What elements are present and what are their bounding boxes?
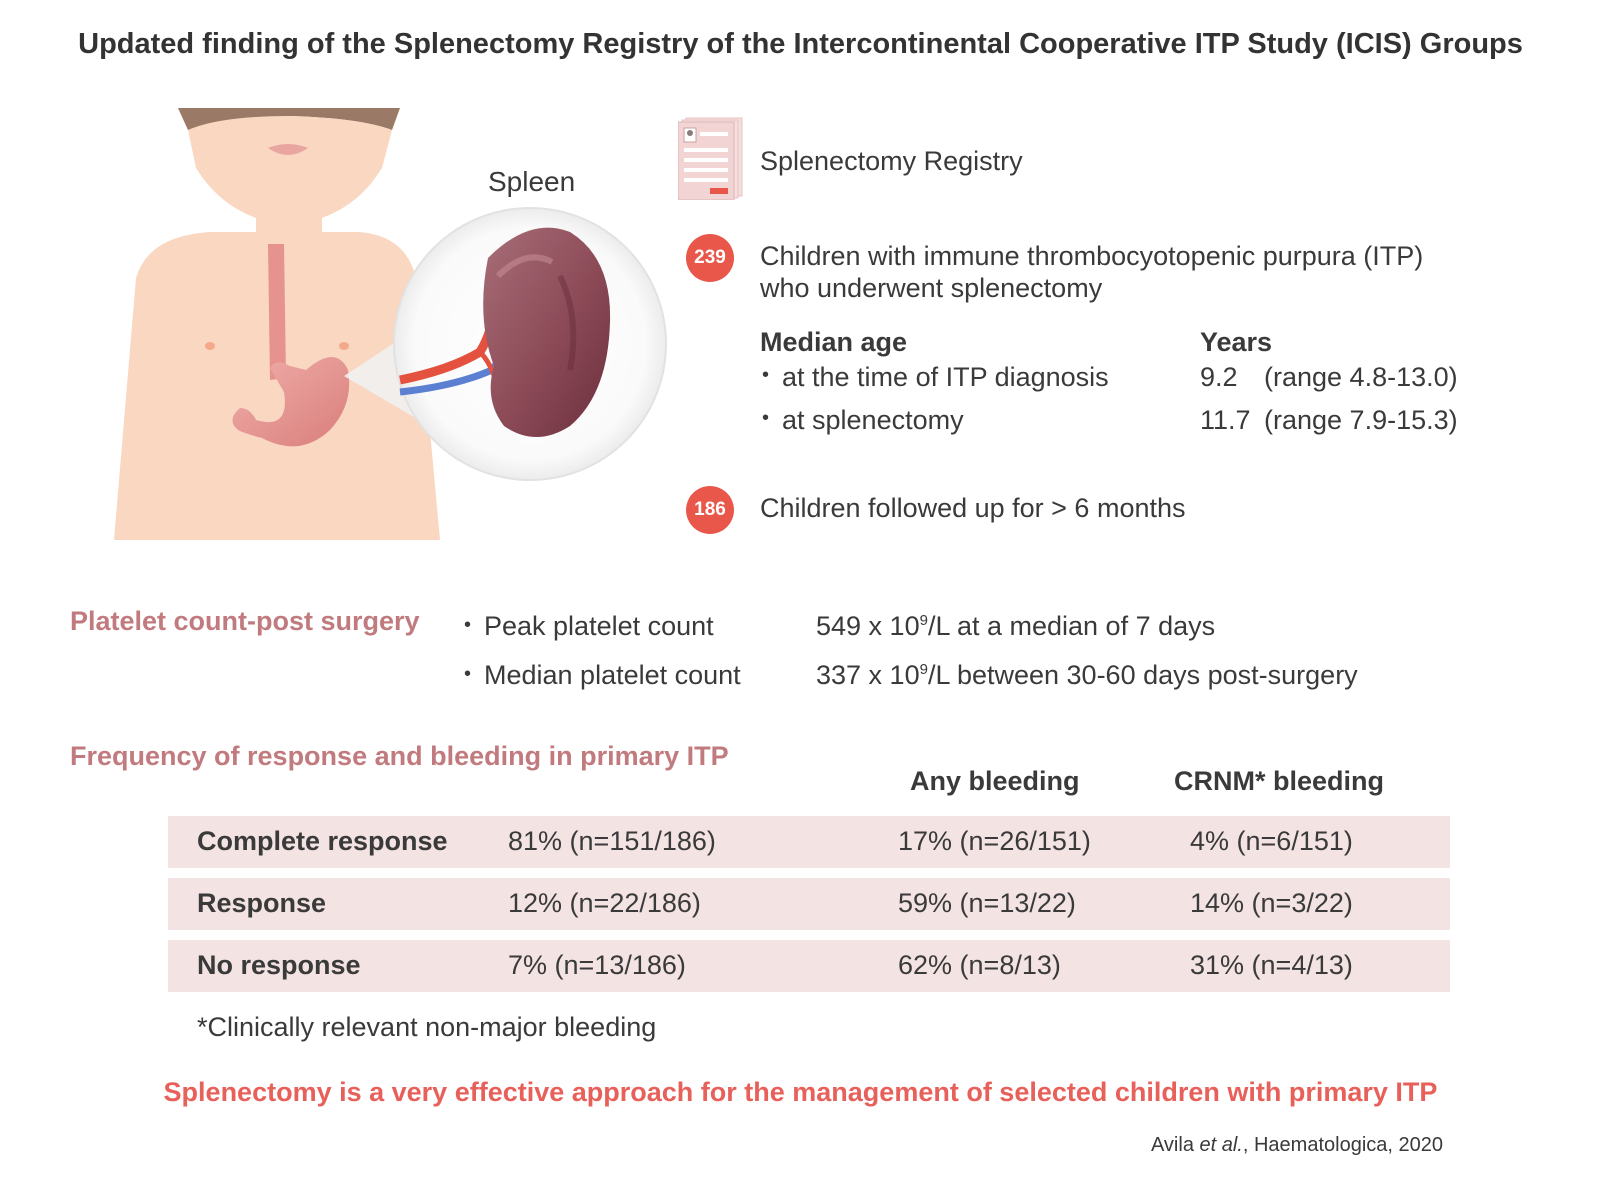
row-any-bleeding: 17% (n=26/151) bbox=[898, 826, 1091, 856]
age-row-value: 9.2 bbox=[1200, 362, 1238, 392]
row-label: Response bbox=[197, 888, 327, 918]
row-any-bleeding: 62% (n=8/13) bbox=[898, 950, 1061, 980]
col-header-any-bleeding: Any bleeding bbox=[910, 766, 1080, 796]
row-crnm-bleeding: 31% (n=4/13) bbox=[1190, 950, 1353, 980]
platelet-row-label: Median platelet count bbox=[484, 660, 741, 690]
row-response-pct: 12% (n=22/186) bbox=[508, 888, 701, 918]
row-label: Complete response bbox=[197, 826, 448, 856]
page-title: Updated finding of the Splenectomy Regis… bbox=[78, 28, 1523, 60]
table-row bbox=[168, 878, 1450, 930]
followup-description: Children followed up for > 6 months bbox=[760, 493, 1186, 523]
row-crnm-bleeding: 4% (n=6/151) bbox=[1190, 826, 1353, 856]
followup-count-badge: 186 bbox=[686, 486, 734, 534]
platelet-row-value: 337 x 109/L between 30-60 days post-surg… bbox=[816, 660, 1358, 690]
row-any-bleeding: 59% (n=13/22) bbox=[898, 888, 1076, 918]
conclusion: Splenectomy is a very effective approach… bbox=[163, 1077, 1438, 1107]
citation: Avila et al., Haematologica, 2020 bbox=[1150, 1134, 1443, 1156]
age-row-label: at the time of ITP diagnosis bbox=[782, 362, 1109, 392]
table-row bbox=[168, 816, 1450, 868]
platelet-row-value: 549 x 109/L at a median of 7 days bbox=[816, 611, 1216, 641]
bullet-icon: • bbox=[464, 614, 472, 636]
row-crnm-bleeding: 14% (n=3/22) bbox=[1190, 888, 1353, 918]
cohort-description-line1: Children with immune thrombocyotopenic p… bbox=[760, 241, 1424, 271]
cohort-count-badge: 239 bbox=[686, 234, 734, 282]
years-header: Years bbox=[1200, 327, 1273, 357]
platelet-row-label: Peak platelet count bbox=[484, 611, 714, 641]
age-row-range: (range 4.8-13.0) bbox=[1264, 362, 1458, 392]
bullet-icon: • bbox=[762, 407, 770, 429]
bullet-icon: • bbox=[464, 663, 472, 685]
row-response-pct: 7% (n=13/186) bbox=[508, 950, 686, 980]
age-row-range: (range 7.9-15.3) bbox=[1264, 405, 1458, 435]
registry-label: Splenectomy Registry bbox=[760, 146, 1023, 176]
table-row bbox=[168, 940, 1450, 992]
row-label: No response bbox=[197, 950, 361, 980]
age-row-value: 11.7 bbox=[1200, 405, 1251, 435]
spleen-label: Spleen bbox=[488, 166, 576, 197]
col-header-crnm-bleeding: CRNM* bleeding bbox=[1174, 766, 1385, 796]
registry-document-icon bbox=[678, 117, 743, 200]
row-response-pct: 81% (n=151/186) bbox=[508, 826, 716, 856]
median-age-header: Median age bbox=[760, 327, 908, 357]
age-row-label: at splenectomy bbox=[782, 405, 964, 435]
footnote: *Clinically relevant non-major bleeding bbox=[197, 1012, 657, 1042]
cohort-description-line2: who underwent splenectomy bbox=[760, 273, 1103, 303]
platelet-section-heading: Platelet count-post surgery bbox=[70, 606, 420, 636]
anatomy-illustration bbox=[114, 108, 667, 540]
frequency-section-heading: Frequency of response and bleeding in pr… bbox=[70, 741, 729, 771]
bullet-icon: • bbox=[762, 364, 770, 386]
